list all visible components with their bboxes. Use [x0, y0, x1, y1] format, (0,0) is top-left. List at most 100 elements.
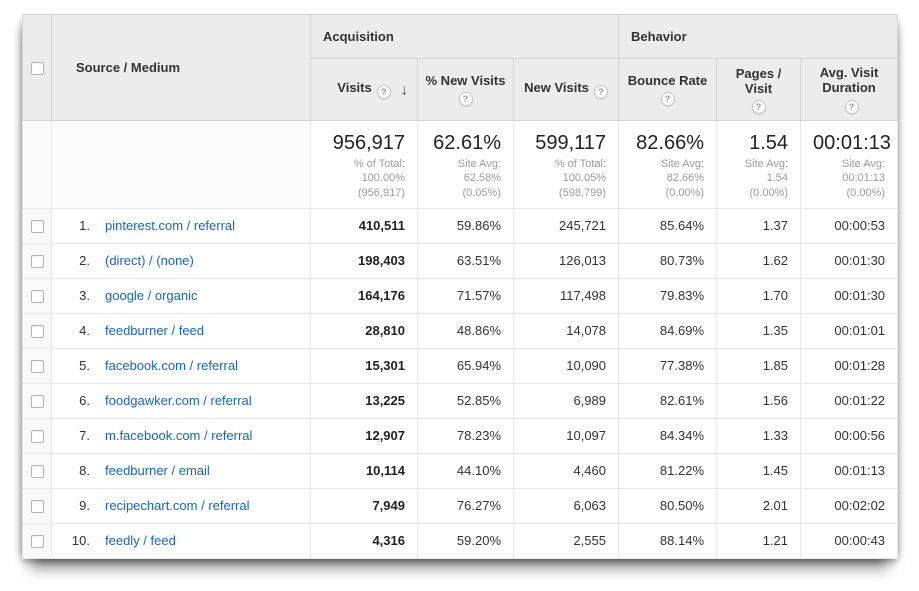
table-header: Source / Medium Acquisition Behavior Vis… — [22, 14, 899, 121]
visits-value: 7,949 — [310, 487, 418, 524]
visits-value: 10,114 — [310, 452, 418, 489]
avg-visit-duration-label: Avg. Visit Duration — [819, 65, 879, 95]
row-checkbox[interactable] — [30, 465, 44, 479]
summary-subtext: Site Avg: 62.58% (0.05%) — [430, 157, 501, 200]
column-header-pages-visit[interactable]: Pages / Visit ? — [716, 58, 802, 121]
row-checkbox[interactable] — [30, 395, 44, 409]
table-row: 7. m.facebook.com / referral 12,907 78.23% 1… — [22, 417, 899, 454]
select-all-checkbox[interactable] — [30, 62, 44, 76]
table-row: 3. google / organic 164,176 71.57% 117,498 79… — [22, 277, 899, 314]
source-medium-cell: 1. pinterest.com / referral — [51, 207, 311, 244]
row-rank: 9. — [79, 498, 90, 514]
row-checkbox-cell — [22, 382, 52, 419]
summary-subtext-line: (0.00%) — [665, 186, 705, 199]
table-row: 5. facebook.com / referral 15,301 65.94% 10,… — [22, 347, 899, 384]
visits-value: 13,225 — [310, 382, 418, 419]
help-icon[interactable]: ? — [660, 92, 675, 106]
column-header-source-medium[interactable]: Source / Medium — [51, 14, 311, 121]
bounce-rate-value: 88.14% — [618, 522, 718, 559]
source-medium-entry: 3. google / organic — [52, 288, 310, 303]
summary-subtext-line: 100.00% — [361, 172, 405, 185]
visits-label: Visits — [337, 80, 372, 95]
avg-visit-duration-value: 00:01:30 — [800, 277, 899, 314]
row-rank: 8. — [79, 463, 90, 479]
column-header-new-visits[interactable]: New Visits? — [512, 58, 620, 121]
bounce-rate-value: 80.73% — [618, 242, 718, 279]
row-rank: 10. — [71, 533, 90, 549]
help-icon[interactable]: ? — [751, 99, 766, 114]
pages-visit-value: 1.70 — [716, 277, 802, 314]
avg-visit-duration-value: 00:00:53 — [800, 207, 899, 244]
row-checkbox[interactable] — [30, 220, 44, 234]
source-medium-link[interactable]: facebook.com / referral — [105, 358, 238, 374]
row-checkbox[interactable] — [30, 255, 44, 269]
new-visits-value: 6,989 — [512, 382, 620, 419]
row-checkbox[interactable] — [30, 500, 44, 514]
source-medium-link[interactable]: feedburner / email — [105, 463, 210, 479]
source-medium-label: Source / Medium — [76, 60, 181, 75]
pages-visit-value: 1.62 — [716, 242, 802, 279]
column-header-visits[interactable]: Visits? ↓ — [310, 58, 418, 121]
row-rank: 4. — [79, 323, 90, 339]
select-all-cell — [22, 14, 52, 121]
summary-value: 62.61% — [433, 132, 501, 154]
pages-visit-value: 1.85 — [716, 347, 802, 384]
summary-subtext-line: Site Avg: — [457, 158, 501, 170]
source-medium-cell: 3. google / organic — [51, 277, 311, 314]
behavior-label: Behavior — [631, 29, 687, 44]
visits-value: 12,907 — [310, 417, 418, 454]
table-row: 6. foodgawker.com / referral 13,225 52.85% 6… — [22, 382, 899, 419]
row-checkbox[interactable] — [30, 290, 44, 304]
source-medium-cell: 7. m.facebook.com / referral — [51, 417, 311, 454]
sort-descending-icon[interactable]: ↓ — [400, 81, 409, 98]
summary-subtext-line: (956,917) — [357, 186, 405, 199]
analytics-table-card: Source / Medium Acquisition Behavior Vis… — [22, 14, 899, 559]
help-icon[interactable]: ? — [376, 85, 391, 99]
row-rank: 6. — [79, 393, 90, 409]
source-medium-link[interactable]: google / organic — [105, 288, 198, 304]
help-icon[interactable]: ? — [593, 85, 608, 99]
row-checkbox[interactable] — [30, 430, 44, 444]
pages-visit-value: 1.45 — [716, 452, 802, 489]
row-checkbox[interactable] — [30, 325, 44, 339]
row-checkbox-cell — [22, 347, 52, 384]
pages-visit-value: 1.21 — [716, 522, 802, 559]
source-medium-link[interactable]: recipechart.com / referral — [105, 498, 250, 514]
table-body: 956,917 % of Total: 100.00% (956,917) 62.61%… — [22, 120, 899, 559]
source-medium-link[interactable]: (direct) / (none) — [105, 253, 194, 269]
column-header-new-visits-pct[interactable]: % New Visits ? — [417, 58, 514, 121]
column-header-avg-visit-duration[interactable]: Avg. Visit Duration? — [800, 58, 899, 121]
row-checkbox[interactable] — [30, 360, 44, 374]
source-medium-link[interactable]: feedburner / feed — [105, 323, 205, 339]
source-medium-table: Source / Medium Acquisition Behavior Vis… — [22, 14, 899, 559]
column-header-bounce-rate[interactable]: Bounce Rate ? — [618, 58, 718, 121]
summary-subtext-line: 82.66% — [666, 172, 705, 185]
help-icon[interactable]: ? — [458, 92, 473, 106]
new-visits-value: 10,097 — [512, 417, 620, 454]
visits-value: 164,176 — [310, 277, 418, 314]
new-visits-value: 10,090 — [512, 347, 620, 384]
row-checkbox[interactable] — [30, 535, 44, 549]
source-medium-entry: 2. (direct) / (none) — [52, 253, 310, 268]
summary-subtext-line: (598,799) — [558, 186, 607, 199]
new-visits-pct-value: 44.10% — [417, 452, 514, 489]
new-visits-pct-value: 71.57% — [417, 277, 514, 314]
row-rank: 7. — [79, 428, 90, 444]
row-rank: 2. — [79, 253, 90, 269]
source-medium-link[interactable]: m.facebook.com / referral — [105, 428, 253, 444]
help-icon[interactable]: ? — [844, 100, 859, 114]
row-rank: 5. — [79, 358, 90, 374]
source-medium-link[interactable]: foodgawker.com / referral — [105, 393, 252, 409]
bounce-rate-value: 77.38% — [618, 347, 718, 384]
summary-subtext-line: % of Total: — [353, 158, 405, 170]
avg-visit-duration-value: 00:01:22 — [800, 382, 899, 419]
source-medium-link[interactable]: pinterest.com / referral — [105, 218, 236, 234]
new-visits-value: 6,063 — [512, 487, 620, 524]
group-header-behavior: Behavior — [618, 14, 899, 59]
source-medium-cell: 2. (direct) / (none) — [51, 242, 311, 279]
summary-source-spacer — [51, 120, 311, 209]
source-medium-link[interactable]: feedly / feed — [105, 533, 176, 549]
summary-subtext-line: % of Total: — [554, 158, 607, 170]
new-visits-label: New Visits — [524, 80, 589, 95]
avg-visit-duration-value: 00:01:30 — [800, 242, 899, 279]
